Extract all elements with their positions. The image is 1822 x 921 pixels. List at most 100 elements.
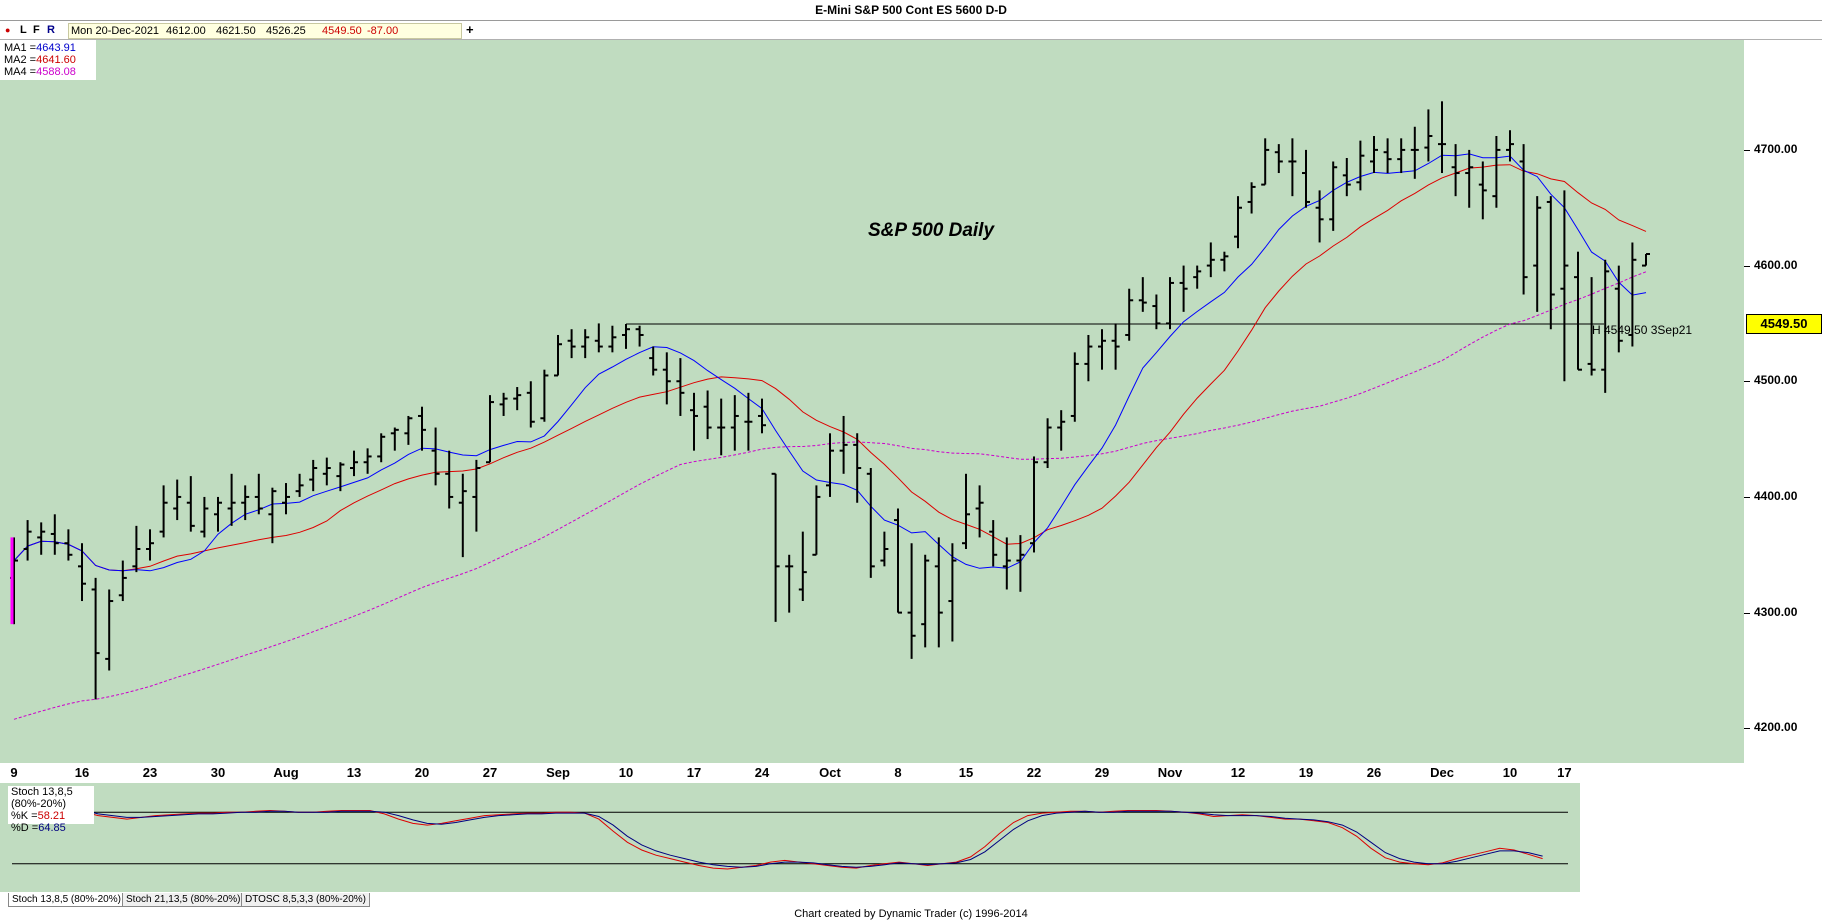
ohlc-bar [78,543,86,602]
price-tick-mark [1744,728,1750,730]
stoch-pane[interactable] [0,783,1580,892]
ohlc-bar [581,329,590,359]
ohlc-bar [1302,149,1310,208]
ohlc-bar [1356,140,1365,191]
readout-high: 4621.50 [216,25,256,37]
ohlc-bar [785,554,794,613]
price-tick-label: 4200.00 [1754,720,1798,735]
price-pane[interactable] [0,40,1744,763]
ohlc-bar [91,577,100,700]
footer-credit: Chart created by Dynamic Trader (c) 1996… [0,907,1822,921]
ohlc-bar [458,473,467,558]
ohlc-bar [241,485,250,521]
date-tick-label: 20 [414,765,430,780]
ohlc-bar [1002,537,1011,590]
ohlc-bar [1261,138,1270,186]
date-tick-label: 16 [74,765,90,780]
ohlc-bar [322,457,331,486]
stoch-k-line [83,809,1543,870]
ohlc-bar [1125,288,1134,341]
ohlc-bar [1628,242,1637,347]
ohlc-bar [472,459,481,532]
ohlc-bar [554,334,562,377]
toolbar-button-f[interactable]: F [33,24,40,36]
info-toolbar: ● L F R Mon 20-Dec-2021 4612.00 4621.50 … [0,21,1822,40]
date-axis[interactable]: 9 16 23 30 Aug 13 20 27 Sep 10 17 24 Oct 8 15 22 29 Nov 12… [0,763,1580,783]
ohlc-bar [1329,161,1338,231]
ohlc-bar [839,415,848,474]
ohlc-bar [146,529,154,561]
date-tick-label: 22 [1026,765,1042,780]
ohlc-bar [567,329,576,359]
readout-low: 4526.25 [266,25,306,37]
ohlc-bar [377,433,386,463]
ohlc-bar [295,473,304,497]
ohlc-bar [363,448,372,474]
price-tick-mark [1744,612,1750,614]
ohlc-bar [1152,294,1161,330]
date-tick-label: Oct [819,765,841,780]
tab-dtosc[interactable]: DTOSC 8,5,3,3 (80%-20%) [241,893,370,907]
add-plus-icon[interactable]: + [466,22,474,37]
ohlc-bar [1560,190,1569,382]
ohlc-bar [962,473,970,549]
date-tick-label: 8 [894,765,902,780]
date-tick-label: 19 [1298,765,1314,780]
ohlc-bar [1642,253,1650,267]
readout-close: 4549.50 [322,25,362,37]
ohlc-bar [594,323,603,353]
ohlc-bar [1383,138,1392,174]
ohlc-bar [1043,418,1052,469]
ma2-line [13,164,1647,572]
ohlc-bar [37,522,46,555]
ohlc-bar [649,346,658,376]
ohlc-bar [1397,138,1406,174]
ohlc-bar [186,476,195,532]
date-tick-label: 30 [210,765,226,780]
price-axis[interactable]: 4549.50 4200.00 4300.00 4400.00 4500.00 4600… [1744,40,1822,763]
ohlc-bar [1519,144,1528,295]
ohlc-bar [758,398,766,434]
ohlc-bar [730,395,739,451]
ma4-label: MA4 = [4,66,37,78]
ohlc-bar [921,554,930,648]
ohlc-bar [540,369,549,422]
ohlc-bar [445,450,454,509]
ma1-legend-row: MA1 =4643.91 [4,42,92,54]
price-tick-mark [1744,496,1750,498]
stoch-k-row: %K =58.21 [11,810,91,822]
date-tick-label: 23 [142,765,158,780]
ohlc-bar [989,520,998,567]
tab-stoch-21[interactable]: Stoch 21,13,5 (80%-20%) [122,893,245,907]
tab-stoch-13[interactable]: Stoch 13,8,5 (80%-20%) [8,893,125,907]
ohlc-bar [486,395,494,464]
record-dot-icon[interactable]: ● [5,25,11,35]
toolbar-button-l[interactable]: L [20,24,27,36]
ohlc-bar [1574,251,1582,371]
ohlc-bar [1247,182,1256,214]
toolbar-button-r[interactable]: R [47,24,55,36]
ohlc-bar [1315,190,1324,243]
ohlc-bar [622,323,630,349]
ohlc-bar [690,392,698,451]
ma2-value: 4641.60 [36,54,76,66]
stoch-legend: Stoch 13,8,5 (80%-20%) %K =58.21 %D =64.… [8,786,94,834]
readout-open: 4612.00 [166,25,206,37]
stoch-d-label: %D = [11,822,39,834]
ohlc-bar [1070,352,1079,422]
price-tick-label: 4500.00 [1754,373,1798,388]
date-tick-label: 10 [618,765,634,780]
ohlc-bar [282,483,290,515]
ohlc-bar [118,560,127,602]
price-chart [10,101,1650,720]
stoch-chart [12,809,1568,870]
ohlc-bar [404,415,413,445]
date-tick-label: 13 [346,765,362,780]
hline-label: H 4549.50 3Sep21 [1592,323,1693,337]
ohlc-bar [662,352,671,405]
readout-date: Mon 20-Dec-2021 [71,25,160,37]
ohlc-bar [812,485,821,556]
ohlc-bar [1492,136,1501,208]
ohlc-readout: Mon 20-Dec-2021 4612.00 4621.50 4526.25 … [68,23,462,39]
ohlc-bar [1410,126,1419,179]
